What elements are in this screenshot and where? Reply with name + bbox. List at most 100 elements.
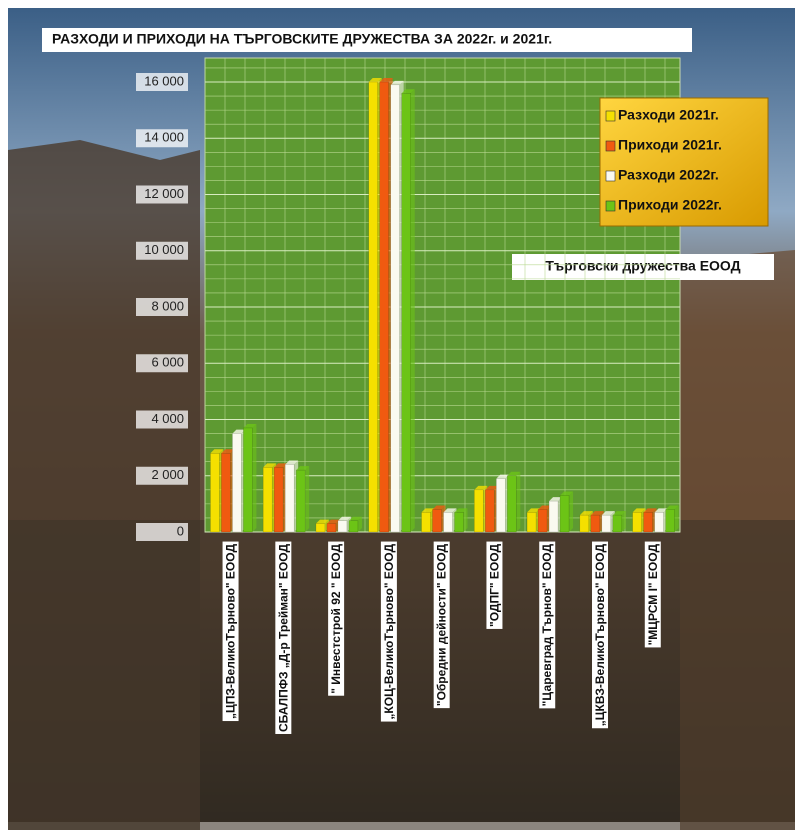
bar [221, 453, 231, 533]
y-tick-label: 14 000 [144, 130, 184, 145]
town [8, 520, 795, 830]
legend-swatch [605, 200, 616, 212]
bar [368, 81, 378, 533]
bar [526, 512, 537, 533]
bar [284, 464, 295, 533]
bar [485, 489, 495, 533]
bar [632, 512, 642, 533]
subtitle-box [512, 254, 774, 280]
y-tick-box [136, 410, 188, 429]
bar-side [569, 491, 574, 532]
y-tick-box [136, 523, 188, 541]
bar-top [243, 423, 257, 428]
y-tick-label: 10 000 [144, 242, 184, 257]
x-tick-box [222, 541, 239, 722]
bar [262, 467, 273, 533]
x-tick-label: "Обредни дейности" ЕООД [435, 544, 449, 707]
bar [548, 500, 559, 533]
bar [379, 81, 389, 533]
bar [443, 512, 453, 533]
bar-top [507, 471, 521, 476]
bar-top [296, 466, 310, 471]
bar [643, 512, 653, 533]
bar [326, 523, 337, 533]
bar-top [232, 429, 246, 434]
bar-top [527, 508, 541, 513]
bar-top [485, 485, 499, 490]
x-tick-group: „ЦКВЗ-ВеликоТърново" ЕООД [592, 541, 609, 729]
y-tick-label: 16 000 [144, 73, 184, 88]
bar-top [643, 508, 657, 513]
bar [496, 478, 506, 533]
bar-top [590, 511, 604, 516]
x-tick-group: "ОДПГ" ЕООД [486, 541, 503, 629]
x-tick-label: " Инвестстрой 92 " ЕООД [329, 544, 343, 694]
bar [401, 93, 411, 533]
bar-side [357, 516, 362, 532]
y-tick-label: 4 000 [151, 411, 184, 426]
bar [590, 514, 601, 533]
legend-label: Приходи 2022г. [618, 197, 722, 213]
bar-side [516, 471, 521, 532]
y-tick-label: 6 000 [151, 355, 184, 370]
x-tick-box [644, 541, 661, 648]
bar [654, 512, 664, 533]
bar-top [348, 516, 362, 521]
x-tick-label: "Царевград Търнов" ЕООД [540, 544, 554, 707]
legend-label: Разходи 2022г. [618, 167, 719, 183]
bar-top [654, 508, 668, 513]
y-tick-box [136, 354, 188, 373]
bar-top [632, 508, 646, 513]
x-tick-label: СБАЛПФЗ „Д-р Трейман" ЕООД [276, 544, 290, 732]
bar-top [474, 485, 488, 490]
y-tick-label: 0 [177, 523, 184, 538]
bar [390, 84, 400, 533]
bar [348, 520, 359, 533]
x-tick-group: "МЦРСМ I" ЕООД [644, 541, 661, 648]
subtitle: Търговски дружества ЕООД [545, 258, 740, 274]
bar [210, 453, 220, 533]
y-tick-box [136, 466, 188, 485]
y-tick-box [136, 241, 188, 260]
x-tick-box [539, 541, 556, 709]
bar [232, 433, 242, 533]
bar [579, 514, 590, 533]
legend-label: Приходи 2021г. [618, 137, 722, 153]
bar [612, 514, 623, 533]
bar-top [274, 463, 288, 468]
bar [432, 509, 442, 533]
y-tick-box [136, 185, 188, 204]
legend-label: Разходи 2021г. [618, 107, 719, 123]
x-tick-box [328, 541, 345, 696]
bar [665, 509, 675, 533]
bar-side [674, 505, 679, 532]
legend-swatch [605, 170, 616, 182]
x-tick-box [486, 541, 503, 629]
x-tick-box [592, 541, 609, 729]
x-tick-group: „КОЦ-ВеликоТърново" ЕООД [380, 541, 397, 722]
bar-top [421, 508, 435, 513]
bar-top [665, 505, 679, 510]
y-tick-label: 2 000 [151, 467, 184, 482]
bar [243, 427, 253, 533]
legend-swatch [605, 110, 616, 122]
bar-side [410, 89, 415, 532]
x-tick-group: СБАЛПФЗ „Д-р Трейман" ЕООД [275, 541, 292, 734]
chart-title: РАЗХОДИ И ПРИХОДИ НА ТЪРГОВСКИТЕ ДРУЖЕСТ… [52, 31, 552, 47]
bar-top [401, 89, 415, 94]
bar-top [210, 449, 224, 454]
y-tick-box [136, 129, 188, 148]
bar-top [579, 511, 593, 516]
bar [507, 475, 517, 533]
bar-side [621, 511, 626, 532]
legend-box [599, 97, 769, 227]
bar-top [263, 463, 277, 468]
x-tick-group: "Царевград Търнов" ЕООД [539, 541, 556, 709]
x-tick-label: „ЦПЗ-ВеликоТърново" ЕООД [224, 544, 238, 719]
x-tick-label: "ОДПГ" ЕООД [487, 544, 501, 627]
bar-top [368, 78, 382, 82]
y-tick-label: 8 000 [151, 298, 184, 313]
bar [454, 512, 464, 533]
bar [337, 520, 348, 533]
bar [295, 469, 306, 533]
